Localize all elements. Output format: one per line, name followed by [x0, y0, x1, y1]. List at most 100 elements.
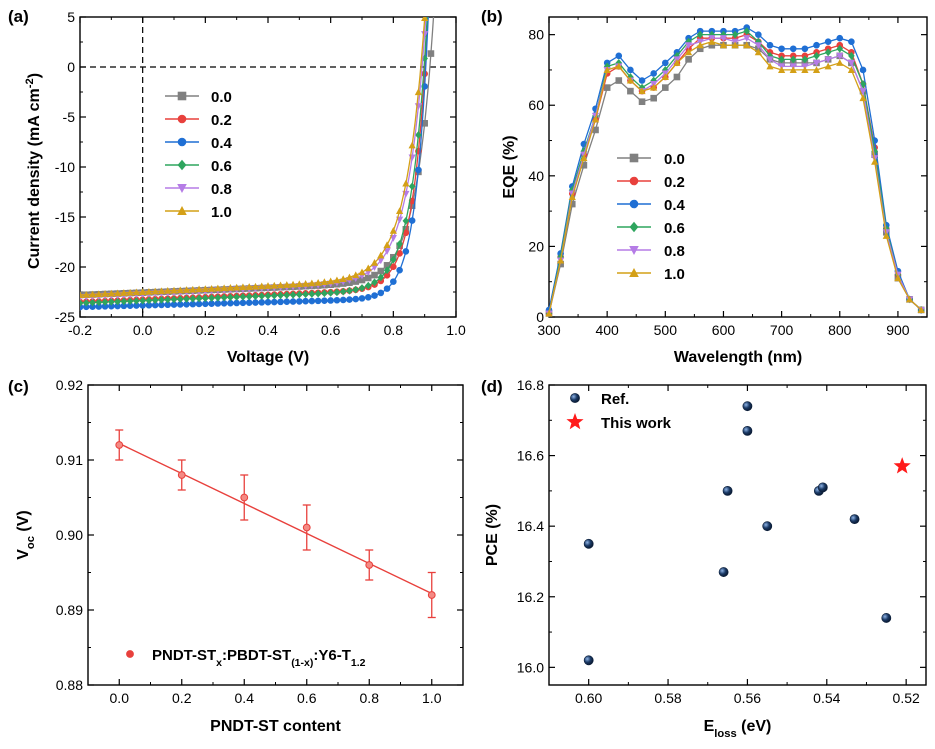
data-point-1.0 [195, 285, 203, 293]
legend-marker-0.8 [177, 184, 187, 193]
data-point-0.4 [415, 166, 422, 174]
data-point-0.6 [220, 293, 228, 302]
data-point-1.0 [719, 41, 728, 49]
data-point-1.0 [766, 62, 774, 70]
data-point-0.6 [208, 294, 215, 302]
data-point-1.0 [358, 268, 366, 276]
y-axis-label: Voc (V) [15, 510, 37, 560]
data-point-1.0 [603, 66, 611, 73]
legend-marker-0.4 [629, 199, 639, 209]
data-point-1.0 [812, 66, 821, 73]
panel-b: 300 400 500 600 700 800 900 0 20 40 60 80 0.0 0.2 0.4 0… [481, 7, 928, 366]
data-point-1.0 [107, 289, 115, 297]
y-tick-label: 16.6 [517, 448, 544, 464]
data-point-1.0 [917, 306, 925, 313]
x-tick-label: 0.6 [297, 690, 317, 706]
y-tick-label: 5 [67, 9, 75, 25]
data-point-0.6 [321, 289, 328, 298]
data-point [240, 493, 249, 502]
data-point [177, 471, 186, 479]
data-point-0.6 [176, 295, 184, 304]
data-point-0.0 [650, 94, 657, 102]
x-tick-label: -0.2 [68, 322, 92, 338]
data-point-0.4 [824, 38, 832, 46]
data-point-0.4 [289, 298, 297, 305]
data-point-1.0 [377, 251, 385, 259]
data-point-1.0 [871, 157, 879, 165]
data-point-0.4 [402, 248, 410, 255]
x-axis-label: Eloss (eV) [704, 718, 772, 740]
y-axis-label-part: oc [25, 536, 37, 549]
y-tick-label: -5 [63, 109, 76, 125]
data-point-0.4 [766, 41, 774, 49]
data-point-1.0 [189, 285, 197, 293]
x-axis-label-part: E [704, 718, 715, 735]
data-point-1.0 [208, 284, 216, 292]
data-point-0.4 [813, 41, 820, 49]
data-point-0.6 [402, 216, 410, 225]
linear-fit-line [118, 442, 433, 595]
data-point-0.6 [145, 296, 153, 305]
data-point-0.0 [685, 56, 692, 63]
data-point-1.0 [836, 59, 844, 66]
data-point-0.6 [195, 294, 203, 303]
data-point-0.4 [270, 298, 278, 306]
data-point-0.6 [120, 297, 128, 306]
data-point-1.0 [170, 286, 178, 294]
data-point-1.0 [696, 41, 704, 49]
data-point-1.0 [905, 295, 914, 303]
data-point-0.6 [252, 292, 259, 301]
data-point-ref [762, 521, 773, 532]
data-point-1.0 [389, 227, 397, 234]
data-point-0.0 [638, 98, 646, 106]
data-point-1.0 [673, 59, 681, 66]
data-point-0.4 [755, 31, 762, 38]
data-point-0.6 [408, 182, 416, 191]
data-point-0.4 [801, 45, 809, 53]
data-point-1.0 [258, 282, 266, 290]
series-line-0.4 [80, 17, 429, 308]
y-tick-label: 16.0 [517, 659, 544, 675]
panel-c: 0.0 0.2 0.4 0.6 0.8 1.0 0.88 0.89 0.90 0.91 0.92 PN… [8, 377, 464, 735]
y-tick-label: -20 [55, 259, 75, 275]
data-point-0.6 [346, 286, 353, 295]
data-point-0.6 [766, 51, 774, 60]
y-axis-label-part: V [15, 549, 32, 560]
data-point-0.6 [170, 295, 178, 304]
data-point-1.0 [557, 256, 565, 264]
legend-marker-0.0 [629, 153, 639, 163]
data-point-ref [583, 655, 594, 666]
data-point-0.6 [339, 287, 347, 296]
data-point-0.6 [108, 297, 115, 306]
y-tick-label: 16.4 [517, 518, 544, 534]
legend-marker-0.4 [177, 137, 187, 147]
data-point-0.6 [233, 293, 240, 301]
y-axis-label: PCE (%) [484, 504, 501, 566]
y-tick-label: 0 [67, 59, 75, 75]
data-point-1.0 [650, 83, 658, 91]
x-tick-label: 0.0 [110, 690, 130, 706]
data-point-1.0 [239, 283, 247, 291]
data-point-0.8 [421, 31, 429, 38]
data-point-0.6 [283, 291, 291, 299]
data-point-0.0 [673, 73, 681, 81]
data-point-0.6 [151, 296, 159, 305]
legend-marker-1.0 [177, 206, 187, 215]
data-point-1.0 [151, 287, 159, 295]
y-tick-label: 40 [528, 168, 544, 184]
data-point-1.0 [308, 279, 316, 287]
data-point-0.6 [801, 55, 809, 64]
data-point-0.8 [812, 59, 821, 67]
data-point-0.4 [615, 52, 623, 60]
data-point-1.0 [276, 281, 285, 289]
data-point-0.6 [183, 295, 190, 303]
data-point-1.0 [251, 282, 260, 290]
legend-marker-0.6 [629, 221, 639, 233]
y-tick-label: 60 [528, 97, 544, 113]
x-axis-label-part: loss [714, 728, 736, 740]
data-point-0.6 [859, 80, 867, 88]
x-tick-label: 800 [828, 322, 852, 338]
panel-label-b: (b) [481, 7, 503, 26]
data-point-0.6 [264, 291, 272, 300]
x-tick-label: 1.0 [422, 690, 442, 706]
